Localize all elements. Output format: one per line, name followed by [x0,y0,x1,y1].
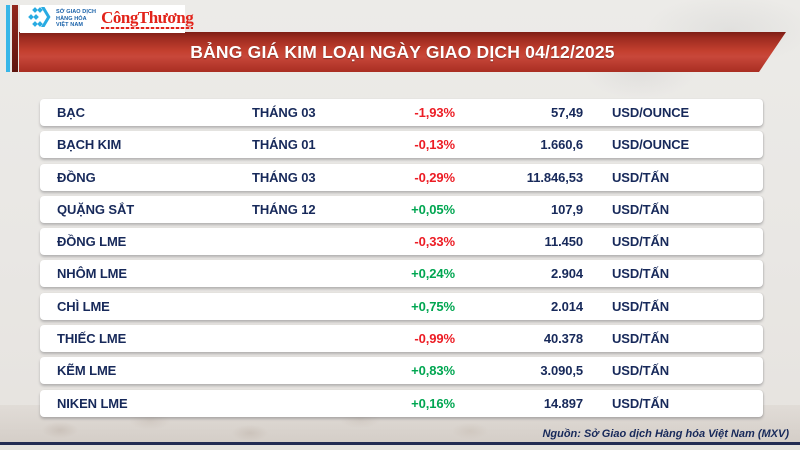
contract-month: THÁNG 03 [252,105,316,120]
metal-name: NIKEN LME [57,395,128,411]
metal-name: NHÔM LME [57,266,127,282]
price-unit: USD/TẤN [612,395,670,411]
logo-box: SỞ GIAO DỊCH HÀNG HÓA VIỆT NAM CôngThươn… [20,5,194,33]
price-value: 2.014 [550,298,583,314]
price-unit: USD/TẤN [612,169,670,185]
table-row: CHÌ LME +0,75% 2.014 USD/TẤN [40,292,763,320]
price-table: BẠC THÁNG 03 -1,93% 57,49 USD/OUNCE BẠCH… [40,99,763,417]
table-row: QUẶNG SẮT THÁNG 12 +0,05% 107,9 USD/TẤN [40,195,763,223]
price-unit: USD/TẤN [612,201,670,217]
change-percent: -0,33% [414,234,455,250]
metal-name: KẼM LME [57,363,117,379]
price-unit: USD/TẤN [612,331,670,347]
price-unit: USD/TẤN [612,266,670,282]
contract-month: THÁNG 01 [252,137,316,153]
price-unit: USD/OUNCE [612,137,690,153]
table-row: THIẾC LME -0,99% 40.378 USD/TẤN [40,325,763,353]
change-percent: -0,29% [414,169,455,185]
table-row: NHÔM LME +0,24% 2.904 USD/TẤN [40,260,763,288]
change-percent: +0,83% [411,363,455,379]
price-value: 11.450 [544,234,584,250]
source-note: Nguồn: Sở Giao dịch Hàng hóa Việt Nam (M… [542,428,789,440]
change-percent: -1,93% [414,105,455,120]
change-percent: +0,16% [411,395,455,411]
mxv-chevron-icon [26,6,52,33]
accent-stripe-maroon [12,5,18,72]
cong-thuong-logo-text: CôngThương [101,8,194,27]
metal-name: BẠCH KIM [57,137,122,153]
table-row: BẠC THÁNG 03 -1,93% 57,49 USD/OUNCE [40,99,763,126]
bottom-rule [0,442,800,445]
metal-name: THIẾC LME [57,331,127,347]
price-unit: USD/TẤN [612,234,670,250]
price-value: 11.846,53 [526,169,583,185]
exchange-name: SỞ GIAO DỊCH HÀNG HÓA VIỆT NAM [56,9,96,29]
metal-name: ĐỒNG LME [57,234,127,250]
price-unit: USD/TẤN [612,363,670,379]
metal-name: CHÌ LME [57,298,110,314]
title-banner: BẢNG GIÁ KIM LOẠI NGÀY GIAO DỊCH 04/12/2… [19,32,786,72]
contract-month: THÁNG 03 [252,169,316,185]
change-percent: -0,13% [414,137,455,153]
price-value: 3.090,5 [540,363,583,379]
cong-thuong-logo-rule [101,27,194,29]
change-percent: +0,05% [411,201,455,217]
price-unit: USD/OUNCE [612,105,690,120]
cong-thuong-logo: CôngThương [101,8,194,29]
exchange-name-line1: SỞ GIAO DỊCH [56,9,97,16]
price-value: 1.660,6 [540,137,583,153]
page-title: BẢNG GIÁ KIM LOẠI NGÀY GIAO DỊCH 04/12/2… [190,41,615,62]
metal-name: ĐỒNG [57,169,96,185]
metal-name: QUẶNG SẮT [57,201,135,217]
change-percent: +0,24% [411,266,455,282]
table-row: NIKEN LME +0,16% 14.897 USD/TẤN [40,389,763,417]
table-row: KẼM LME +0,83% 3.090,5 USD/TẤN [40,357,763,385]
contract-month: THÁNG 12 [252,201,316,217]
price-value: 40.378 [543,331,583,347]
price-value: 107,9 [550,201,583,217]
exchange-name-line3: VIỆT NAM [56,22,84,29]
change-percent: +0,75% [411,298,455,314]
price-value: 2.904 [550,266,583,282]
price-value: 57,49 [550,105,583,120]
table-row: BẠCH KIM THÁNG 01 -0,13% 1.660,6 USD/OUN… [40,131,763,159]
change-percent: -0,99% [414,331,455,347]
accent-stripe-cyan [6,5,10,72]
price-unit: USD/TẤN [612,298,670,314]
metal-name: BẠC [57,105,85,120]
exchange-name-line2: HÀNG HÓA [56,15,87,22]
price-value: 14.897 [543,395,583,411]
table-row: ĐỒNG THÁNG 03 -0,29% 11.846,53 USD/TẤN [40,163,763,191]
table-row: ĐỒNG LME -0,33% 11.450 USD/TẤN [40,228,763,256]
